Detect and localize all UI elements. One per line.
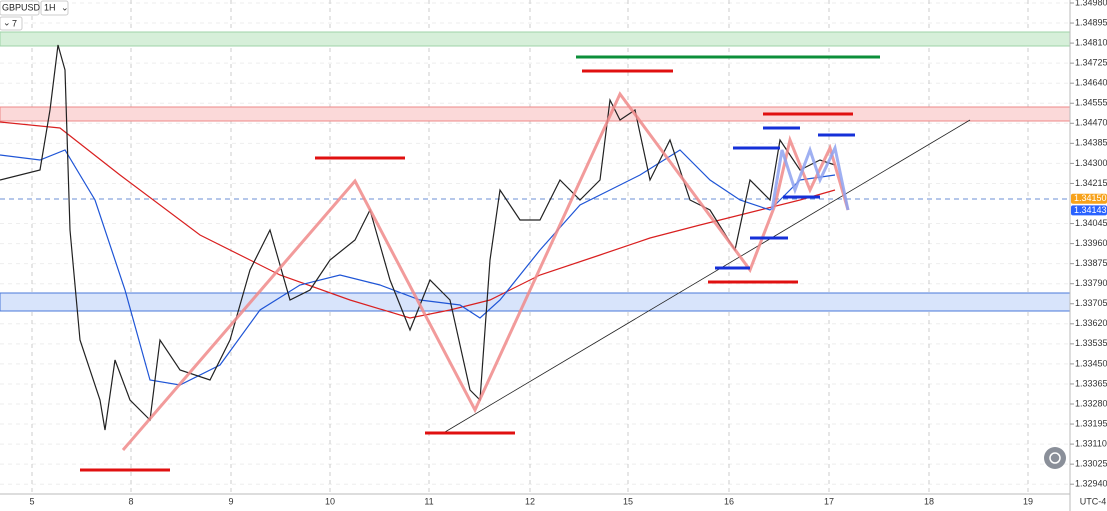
price-label: 1.34980 (1075, 0, 1107, 7)
price-label: 1.33280 (1075, 398, 1107, 408)
date-label: 8 (128, 496, 133, 506)
interval-button[interactable] (40, 0, 69, 16)
trend-line (444, 119, 971, 433)
date-label: 9 (228, 496, 233, 506)
interval: 1H (44, 2, 56, 12)
price-label: 1.34045 (1075, 218, 1107, 228)
price-label: 1.33110 (1075, 438, 1107, 448)
price-label: 1.33620 (1075, 318, 1107, 328)
date-label: 5 (29, 496, 34, 506)
price-label: 1.34300 (1075, 158, 1107, 168)
date-label: 11 (424, 496, 433, 506)
date-label: 10 (325, 496, 335, 506)
price-label: 1.34640 (1075, 78, 1107, 88)
grid (0, 0, 1070, 494)
interval-chevron: ⌄ (61, 2, 69, 12)
price-label: 1.33195 (1075, 418, 1107, 428)
price-label: 1.33705 (1075, 298, 1107, 308)
ma-blue (0, 149, 836, 386)
indicator-count: 7 (12, 18, 17, 28)
price-label: 1.34555 (1075, 98, 1107, 108)
date-label: 16 (724, 496, 734, 506)
price-tag (1071, 193, 1107, 204)
zigzag-blue (770, 143, 850, 211)
price-tag-label: 1.34150 (1074, 193, 1107, 203)
date-label: 12 (525, 496, 535, 506)
price-tag (1071, 205, 1107, 216)
symbol: GBPUSD (2, 2, 41, 12)
price-label: 1.34725 (1075, 58, 1107, 68)
red-zone (0, 106, 1071, 122)
red-levels (80, 69, 853, 472)
price-label: 1.33365 (1075, 378, 1107, 388)
timezone[interactable]: UTC-4 (1080, 496, 1107, 506)
date-label: 19 (1023, 496, 1033, 506)
green-zone (0, 31, 1071, 47)
plot-area (0, 0, 1070, 494)
scroll-icon (1049, 452, 1061, 464)
date-label: 15 (623, 496, 633, 506)
ma-red (0, 121, 836, 319)
price-label: 1.34895 (1075, 17, 1107, 27)
price-label: 1.33790 (1075, 278, 1107, 288)
price-label: 1.33960 (1075, 238, 1107, 248)
date-label: 18 (924, 496, 934, 506)
blue-zone (0, 292, 1071, 312)
date-label: 17 (824, 496, 834, 506)
price-tag-label: 1.34143 (1074, 205, 1107, 215)
price-label: 1.34215 (1075, 178, 1107, 188)
toolbar: GBPUSD 1H ⌄ ⌄ 7 (0, 0, 69, 31)
price-label: 1.33875 (1075, 258, 1107, 268)
price-label: 1.33450 (1075, 358, 1107, 368)
price-label: 1.34470 (1075, 118, 1107, 128)
price-label: 1.32940 (1075, 479, 1107, 489)
indicators-button[interactable] (0, 16, 23, 31)
symbol-button[interactable] (0, 0, 40, 16)
indicators-chevron: ⌄ (3, 17, 11, 27)
price-label: 1.34810 (1075, 37, 1107, 47)
price-label: 1.34385 (1075, 138, 1107, 148)
price-label: 1.33535 (1075, 338, 1107, 348)
scroll-button[interactable] (1044, 447, 1066, 469)
blue-levels (715, 126, 855, 270)
price-label: 1.33025 (1075, 459, 1107, 469)
